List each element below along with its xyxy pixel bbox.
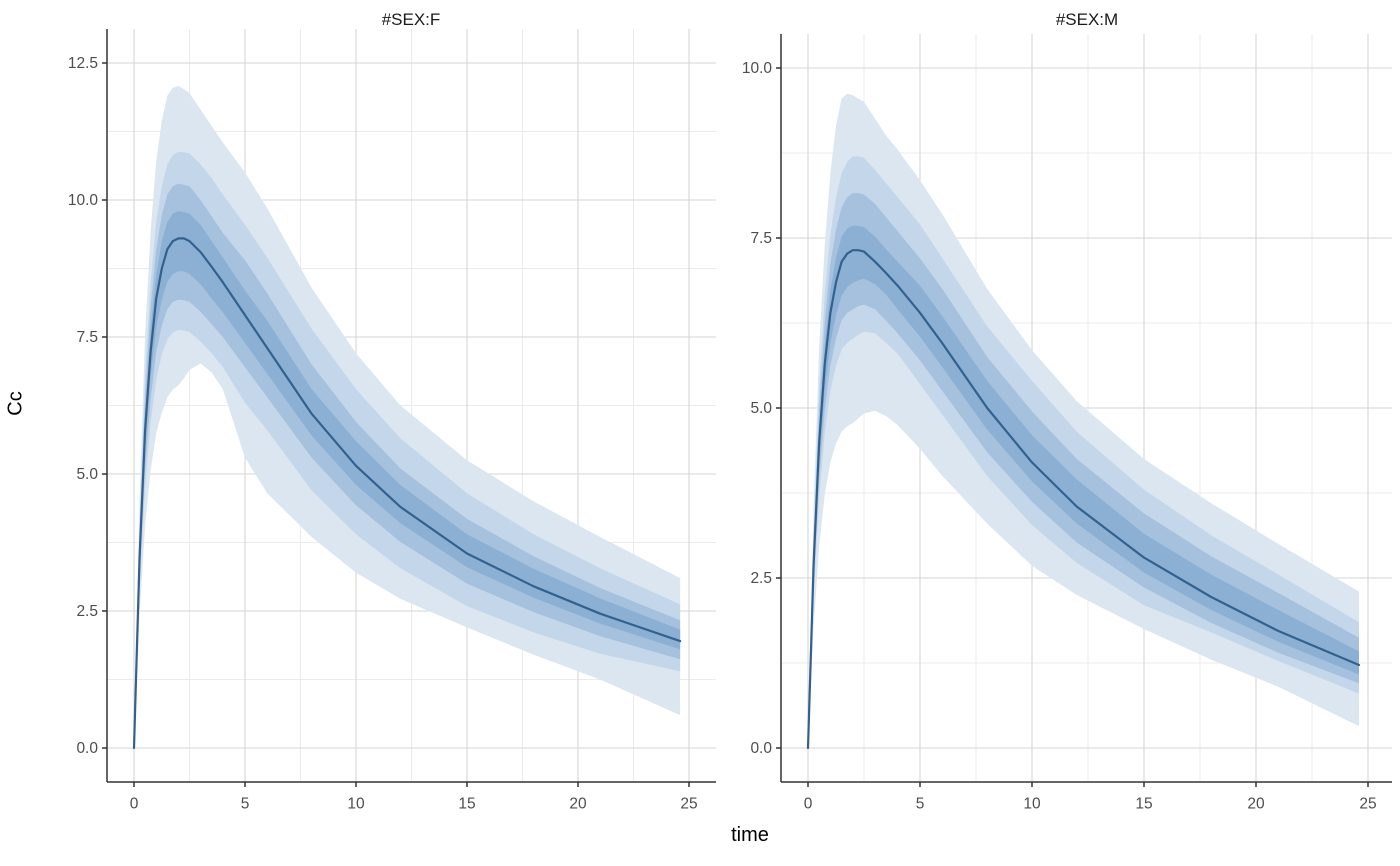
panel-sex-m: 0 5 10 15 20 25 0.0 2.5 5.0 7.5 10.0 [742, 34, 1392, 812]
x-tick-label: 5 [241, 795, 250, 812]
y-tick-label: 2.5 [76, 603, 98, 620]
y-tick-label: 12.5 [68, 55, 98, 72]
percentile-band-3 [134, 183, 681, 749]
y-tick-label: 5.0 [750, 400, 772, 417]
facet-title-sex-f: #SEX:F [381, 10, 441, 29]
x-tick-label: 0 [804, 795, 813, 812]
x-tick-label: 20 [1247, 795, 1265, 812]
x-tick-label: 15 [1135, 795, 1152, 812]
y-tick-label: 10.0 [742, 60, 773, 77]
y-tick-label: 5.0 [76, 466, 98, 483]
y-tick-label: 7.5 [76, 329, 98, 346]
x-tick-label: 0 [130, 795, 139, 812]
x-tick-label: 15 [458, 795, 475, 812]
y-tick-label: 0.0 [750, 740, 772, 757]
x-tick-label: 25 [680, 795, 697, 812]
y-tick-label: 2.5 [750, 570, 772, 587]
median-line [806, 249, 1361, 750]
y-tick-label: 10.0 [68, 192, 99, 209]
percentile-inner-band [134, 211, 681, 748]
x-axis-title: time [731, 824, 769, 846]
x-tick-label: 20 [569, 795, 587, 812]
median-line [132, 237, 682, 750]
grid-minor [107, 29, 716, 782]
percentile-inner-band [808, 225, 1359, 749]
y-tick-label: 0.0 [76, 740, 98, 757]
x-tick-label: 5 [916, 795, 925, 812]
facet-title-sex-m: #SEX:M [1055, 10, 1119, 29]
x-tick-label: 10 [347, 795, 365, 812]
x-tick-label: 25 [1359, 795, 1376, 812]
x-tick-label: 10 [1023, 795, 1041, 812]
y-tick-label: 7.5 [750, 230, 772, 247]
panel-sex-f: 0 5 10 15 20 25 0.0 2.5 5.0 7.5 10.0 12.5 [68, 29, 716, 812]
y-axis-title: Cc [4, 391, 27, 416]
